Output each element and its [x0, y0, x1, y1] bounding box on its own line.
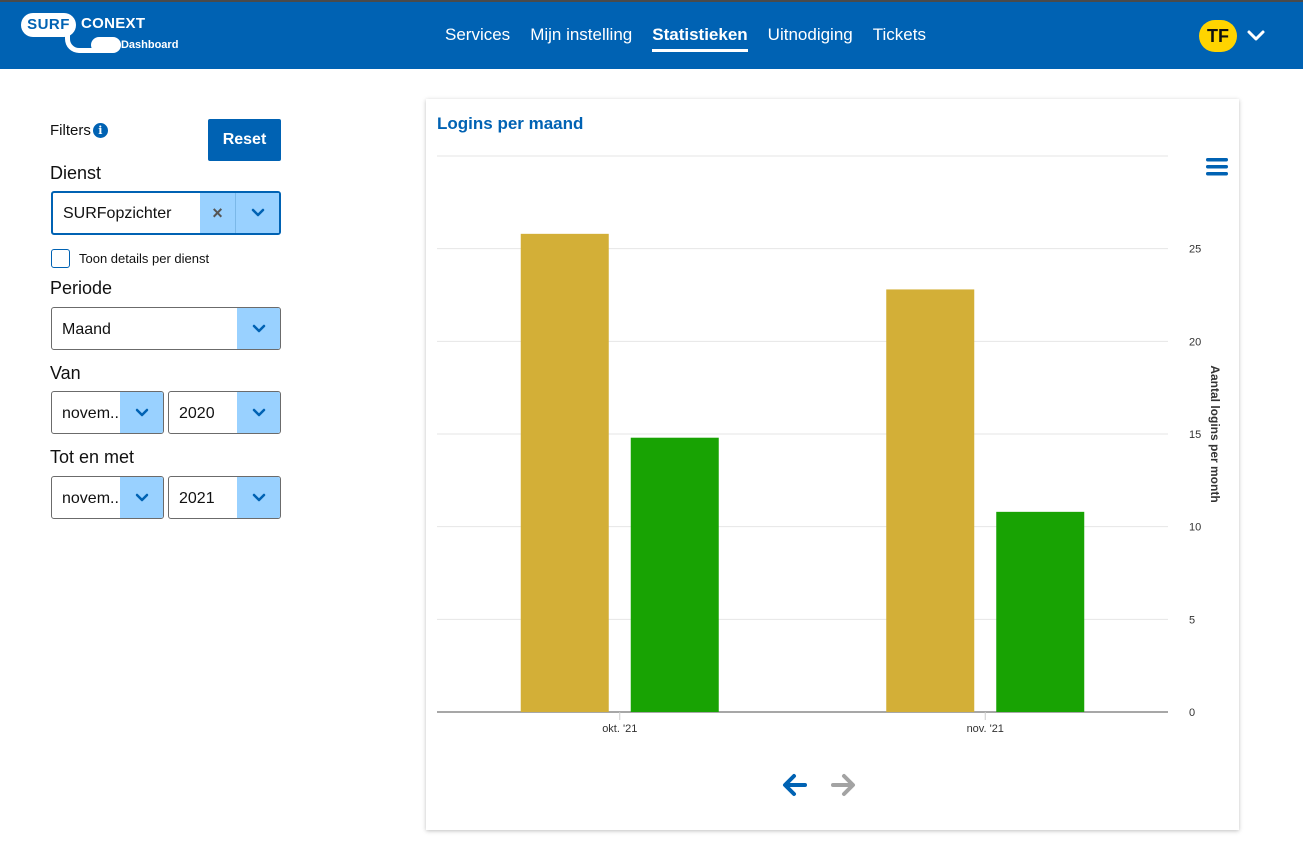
periode-select[interactable]: Maand [51, 307, 281, 350]
bar [520, 233, 609, 712]
dienst-select[interactable]: SURFopzichter × [51, 191, 281, 235]
nav-mijn-instelling[interactable]: Mijn instelling [530, 25, 633, 44]
tot-month-value: novem... [62, 490, 124, 507]
chevron-down-icon[interactable] [120, 477, 163, 518]
chevron-down-icon[interactable] [237, 392, 280, 433]
logo-connector-pill [91, 37, 121, 53]
y-tick-label: 20 [1189, 336, 1201, 348]
periode-label: Periode [50, 278, 113, 298]
van-year-select[interactable]: 2020 [168, 391, 281, 434]
y-tick-label: 5 [1189, 614, 1195, 626]
periode-value: Maand [62, 321, 111, 338]
show-details-checkbox[interactable] [51, 249, 70, 268]
filters-label: Filters [50, 122, 91, 139]
y-axis-title: Aantal logins per month [1208, 365, 1222, 502]
bar [996, 511, 1085, 712]
dienst-label: Dienst [50, 163, 102, 183]
top-header: SURF CONEXT IdP Dashboard Services Mijn … [0, 0, 1303, 69]
chevron-down-icon[interactable] [120, 392, 163, 433]
x-tick-label: nov. '21 [967, 723, 1004, 735]
filters-heading: Filters i [50, 122, 108, 139]
chart-pager [780, 771, 858, 799]
y-tick-label: 10 [1189, 522, 1201, 534]
nav-statistieken[interactable]: Statistieken [652, 24, 748, 52]
nav-tickets[interactable]: Tickets [872, 25, 926, 44]
logo-subtitle: IdP Dashboard [101, 39, 179, 51]
van-month-value: novem... [62, 405, 124, 422]
tot-year-value: 2021 [179, 490, 215, 507]
tot-year-select[interactable]: 2021 [168, 476, 281, 519]
user-avatar[interactable]: TF [1199, 20, 1237, 52]
logo-surf-text: SURF [21, 13, 76, 37]
logo-connector-shape [65, 27, 109, 53]
chevron-down-icon[interactable] [237, 308, 280, 349]
x-tick-label: okt. '21 [602, 723, 637, 735]
main-nav: Services Mijn instelling Statistieken Ui… [445, 24, 926, 52]
nav-services[interactable]: Services [445, 25, 511, 44]
nav-uitnodiging[interactable]: Uitnodiging [767, 25, 853, 44]
y-tick-label: 25 [1189, 244, 1201, 256]
van-year-value: 2020 [179, 405, 215, 422]
clear-icon[interactable]: × [200, 193, 236, 233]
logo-conext-text: CONEXT [81, 15, 146, 32]
show-details-row: Toon details per dienst [51, 249, 209, 268]
y-tick-label: 0 [1189, 707, 1195, 719]
logins-chart-card: Logins per maand 0 5 10 15 20 25 okt. '21 nov. … [426, 99, 1239, 830]
tot-month-select[interactable]: novem... [51, 476, 164, 519]
logins-bar-chart: 0 5 10 15 20 25 okt. '21 nov. '21 Aantal logins … [437, 155, 1222, 735]
tot-label: Tot en met [50, 447, 135, 467]
reset-button[interactable]: Reset [208, 119, 281, 161]
van-month-select[interactable]: novem... [51, 391, 164, 434]
chevron-down-icon[interactable] [237, 477, 280, 518]
y-tick-label: 15 [1189, 429, 1201, 441]
dienst-value: SURFopzichter [63, 205, 172, 222]
bar [886, 289, 975, 712]
arrow-left-icon[interactable] [780, 771, 808, 799]
van-label: Van [50, 363, 81, 383]
surfconext-logo[interactable]: SURF CONEXT IdP Dashboard [21, 13, 201, 55]
arrow-right-icon[interactable] [830, 771, 858, 799]
show-details-label: Toon details per dienst [79, 251, 210, 266]
info-icon[interactable]: i [92, 123, 108, 138]
chevron-down-icon[interactable] [1246, 26, 1266, 46]
hamburger-menu-icon[interactable] [1205, 157, 1229, 177]
bar [630, 437, 719, 712]
chart-title: Logins per maand [437, 114, 584, 133]
chevron-down-icon[interactable] [236, 193, 279, 233]
